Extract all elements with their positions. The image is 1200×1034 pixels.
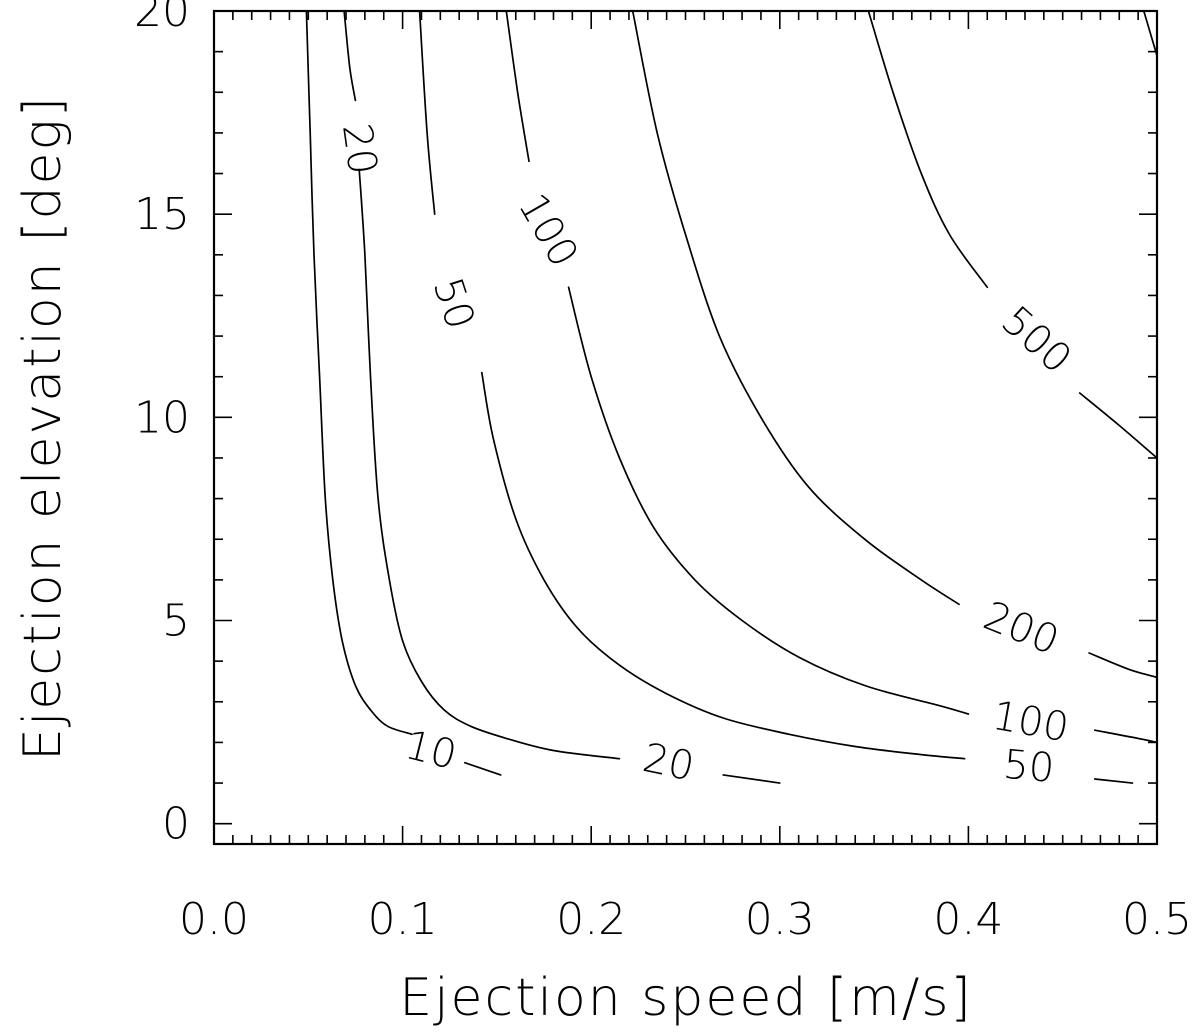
x-axis-label: Ejection speed [m/s] [399, 968, 972, 1028]
x-tick-label: 0.1 [368, 894, 438, 945]
contour-line-200 [1088, 652, 1158, 679]
contour-line-10 [305, 10, 413, 736]
contour-label-100: 100 [509, 186, 587, 275]
contour-label-50: 50 [424, 272, 483, 335]
contour-label-100: 100 [989, 693, 1072, 752]
contour-line-10 [463, 761, 502, 776]
y-axis-label: Ejection elevation [deg] [13, 95, 73, 761]
y-tick-labels: 0 5 10 15 20 [134, 0, 190, 850]
contour-label-10: 10 [401, 722, 462, 779]
contour-line-500 [867, 10, 989, 289]
x-tick-labels: 0.0 0.1 0.2 0.3 0.4 0.5 [179, 894, 1192, 945]
contour-line-100 [567, 286, 970, 715]
contour-label-50: 50 [1001, 742, 1056, 792]
contour-line-50 [418, 10, 436, 216]
x-tick-label: 0.3 [745, 894, 815, 945]
contour-lines [305, 10, 1158, 784]
contour-label-500: 500 [993, 297, 1081, 382]
y-tick-label: 0 [162, 799, 190, 850]
y-tick-label: 10 [134, 392, 190, 443]
contour-line-100 [1093, 729, 1158, 744]
y-tick-label: 20 [134, 0, 190, 37]
contour-label-200: 200 [977, 593, 1065, 664]
plot-frame [212, 9, 1159, 846]
contour-line-20 [358, 168, 621, 760]
y-tick-label: 5 [162, 596, 190, 647]
x-tick-label: 0.0 [179, 894, 249, 945]
contour-line-50 [480, 371, 966, 760]
contour-label-20: 20 [639, 735, 698, 791]
contour-line-20 [722, 774, 781, 784]
y-tick-label: 15 [134, 189, 190, 240]
x-tick-label: 0.5 [1122, 894, 1192, 945]
contour-line-200 [631, 10, 960, 606]
contour-line-20 [343, 10, 357, 102]
x-tick-label: 0.2 [556, 894, 626, 945]
x-tick-label: 0.4 [933, 894, 1003, 945]
contour-line-500 [1078, 392, 1158, 459]
contour-line-50 [1093, 778, 1134, 784]
contour-label-20: 20 [333, 121, 386, 178]
contour-line-100 [505, 10, 530, 163]
contour-line-1000 [1142, 10, 1158, 57]
